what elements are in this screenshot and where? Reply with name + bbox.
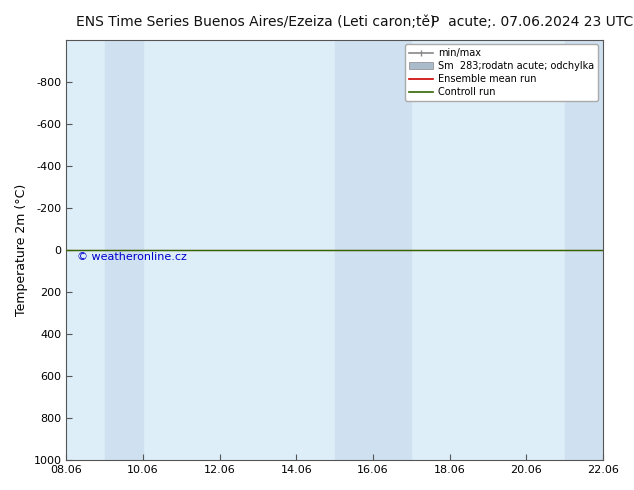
Text: ENS Time Series Buenos Aires/Ezeiza (Leti caron;tě): ENS Time Series Buenos Aires/Ezeiza (Let… <box>76 15 436 29</box>
Text: P  acute;. 07.06.2024 23 UTC: P acute;. 07.06.2024 23 UTC <box>431 15 633 29</box>
Text: © weatheronline.cz: © weatheronline.cz <box>77 252 187 262</box>
Bar <box>335 40 411 460</box>
Bar <box>565 40 603 460</box>
Legend: min/max, Sm  283;rodatn acute; odchylka, Ensemble mean run, Controll run: min/max, Sm 283;rodatn acute; odchylka, … <box>405 45 598 101</box>
Bar <box>105 40 143 460</box>
Y-axis label: Temperature 2m (°C): Temperature 2m (°C) <box>15 184 28 316</box>
